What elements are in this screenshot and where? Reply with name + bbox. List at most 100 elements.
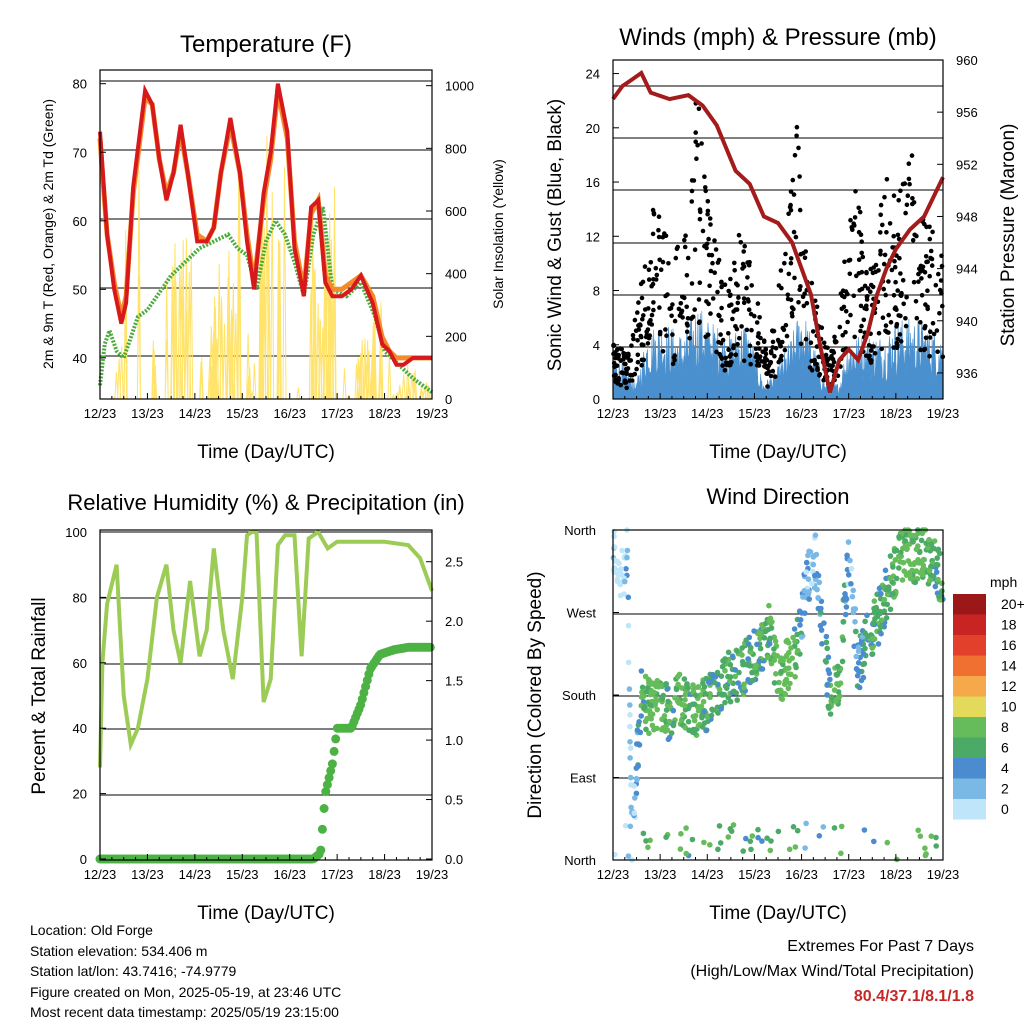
gust-point xyxy=(888,320,894,325)
direction-point xyxy=(843,596,850,602)
gust-point xyxy=(773,374,778,380)
gust-point xyxy=(878,230,883,235)
gust-point xyxy=(735,300,741,306)
temperature-y2-tick-label: 600 xyxy=(445,204,467,219)
direction-point xyxy=(823,633,830,640)
speed-legend-swatch xyxy=(953,614,986,635)
direction-point xyxy=(675,673,681,680)
gust-point xyxy=(907,181,912,187)
gust-point xyxy=(749,327,754,333)
gust-point xyxy=(748,361,753,367)
direction-point xyxy=(878,591,884,597)
direction-point xyxy=(811,585,818,591)
gust-point xyxy=(890,245,895,250)
direction-point xyxy=(663,707,670,713)
gust-point xyxy=(667,306,672,312)
gust-point xyxy=(870,284,876,290)
gust-point xyxy=(797,174,802,179)
gust-point xyxy=(771,328,777,334)
direction-point xyxy=(850,587,856,594)
gust-point xyxy=(648,317,653,323)
gust-point xyxy=(705,211,710,217)
gust-point xyxy=(741,264,747,269)
speed-legend-label: 14 xyxy=(1001,658,1017,674)
direction-point xyxy=(646,730,652,737)
gust-point xyxy=(682,244,688,250)
gust-point xyxy=(746,307,752,313)
gust-point xyxy=(785,296,791,302)
gust-point xyxy=(649,322,655,327)
direction-point xyxy=(683,850,689,857)
speed-legend-label: 2 xyxy=(1001,781,1009,797)
temperature-panel: Temperature (F) 12/23 13/23 14/23 15/23 16/2… xyxy=(40,31,506,463)
gust-point xyxy=(864,294,870,299)
gust-point xyxy=(651,307,656,313)
direction-point xyxy=(903,572,910,578)
direction-point xyxy=(907,532,914,539)
gust-point xyxy=(864,353,869,359)
direction-point xyxy=(900,559,907,566)
gust-point xyxy=(903,323,909,329)
gust-point xyxy=(927,335,933,340)
direction-point xyxy=(690,713,697,720)
gust-point xyxy=(757,346,762,351)
direction-point xyxy=(767,847,774,854)
direction-x-tick-label: 19/23 xyxy=(927,867,960,882)
direction-point xyxy=(654,677,661,684)
gust-point xyxy=(718,341,724,346)
direction-point xyxy=(935,546,942,553)
temperature-x-tick-label: 17/23 xyxy=(321,406,354,421)
speed-legend-swatch xyxy=(953,696,986,717)
gust-point xyxy=(886,312,891,318)
direction-point xyxy=(834,681,840,687)
gust-point xyxy=(891,233,896,239)
direction-point xyxy=(767,635,773,642)
gust-point xyxy=(889,267,895,273)
direction-point xyxy=(801,588,807,594)
gust-point xyxy=(919,293,925,298)
winds-y2-tick-label: 956 xyxy=(956,105,978,120)
speed-legend-swatch xyxy=(953,758,986,779)
gust-point xyxy=(763,351,769,357)
gust-point xyxy=(629,372,635,378)
gust-point xyxy=(726,347,731,353)
direction-point xyxy=(717,840,724,846)
temperature-y2-tick-label: 1000 xyxy=(445,79,474,94)
direction-point xyxy=(722,656,728,662)
direction-point xyxy=(622,578,628,585)
gust-point xyxy=(663,233,669,239)
precipitation-point xyxy=(326,766,336,776)
gust-point xyxy=(630,333,636,338)
gust-point xyxy=(619,346,624,352)
gust-point xyxy=(671,355,677,360)
direction-point xyxy=(934,562,941,568)
gust-point xyxy=(801,303,807,309)
humidity-y-tick-label: 100 xyxy=(65,525,87,540)
gust-point xyxy=(815,365,820,371)
direction-point xyxy=(632,795,638,801)
humidity-xlabel: Time (Day/UTC) xyxy=(197,903,335,924)
gust-point xyxy=(900,278,906,283)
gust-point xyxy=(857,288,862,293)
gust-point xyxy=(927,273,932,279)
gust-point xyxy=(720,363,725,368)
gust-point xyxy=(878,248,883,254)
gust-point xyxy=(901,301,906,307)
direction-point xyxy=(727,661,734,668)
direction-point xyxy=(641,693,647,699)
direction-point xyxy=(823,639,830,646)
gust-point xyxy=(837,324,843,330)
direction-point xyxy=(932,583,939,590)
direction-point xyxy=(765,626,771,633)
gust-point xyxy=(804,300,810,306)
direction-point xyxy=(922,845,928,851)
gust-point xyxy=(856,257,862,263)
gust-point xyxy=(684,304,689,310)
direction-point xyxy=(843,604,850,610)
direction-point xyxy=(917,833,924,839)
direction-point xyxy=(729,653,736,659)
gust-point xyxy=(678,301,684,306)
gust-point xyxy=(660,349,666,354)
direction-point xyxy=(884,601,890,608)
direction-point xyxy=(853,666,860,672)
